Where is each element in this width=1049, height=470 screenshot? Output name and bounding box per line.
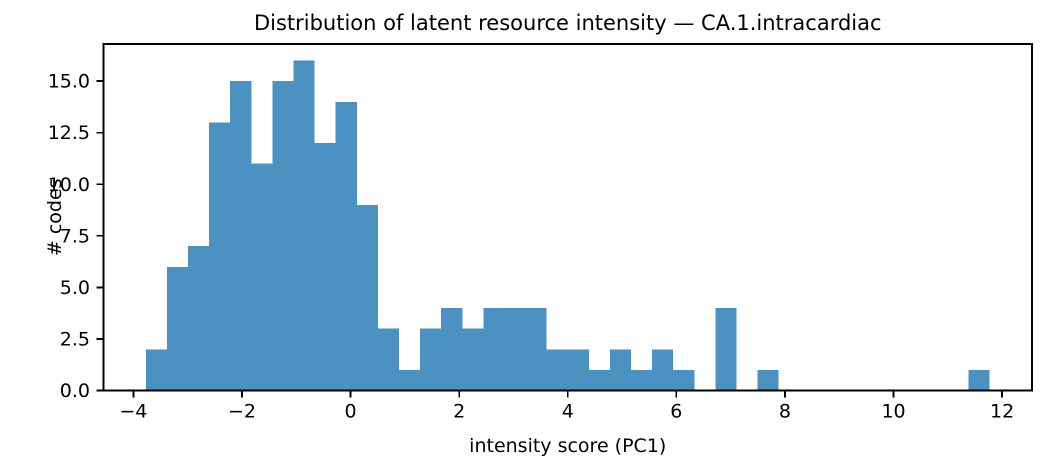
histogram-bar [314, 143, 336, 391]
y-tick-label: 7.5 [60, 225, 90, 247]
x-tick-label: 2 [453, 401, 465, 423]
histogram-bar [588, 369, 610, 391]
histogram-bar [715, 308, 737, 391]
histogram-bar [968, 369, 990, 391]
x-tick-label: 6 [670, 401, 682, 423]
y-tick-label: 12.5 [48, 122, 90, 144]
histogram-bar [188, 246, 210, 391]
x-tick-label: 12 [990, 401, 1014, 423]
histogram-bar [377, 328, 399, 391]
histogram-bar [230, 81, 252, 391]
y-tick-label: 5.0 [60, 277, 90, 299]
y-axis-label: # codes [44, 178, 66, 256]
x-tick-label: 4 [562, 401, 574, 423]
histogram-bar [398, 369, 421, 391]
histogram-bar [504, 308, 526, 391]
histogram-bar [293, 60, 315, 391]
y-axis-ticks: 0.0 2.5 5.0 7.5 10.0 12.5 15.0 [48, 71, 104, 402]
histogram-bar [462, 328, 484, 391]
histogram-bar [757, 369, 779, 391]
histogram-bar [567, 349, 589, 391]
y-tick-label: 2.5 [60, 328, 90, 350]
y-tick-label: 10.0 [48, 174, 90, 196]
x-axis-label: intensity score (PC1) [469, 435, 666, 457]
x-tick-label: 0 [345, 401, 357, 423]
histogram-bars [145, 60, 990, 391]
histogram-bar [209, 122, 231, 391]
x-tick-label: 8 [779, 401, 791, 423]
histogram-bar [483, 308, 505, 391]
histogram-bar [609, 349, 632, 391]
x-tick-label: −4 [119, 401, 147, 423]
histogram-bar [166, 266, 189, 391]
histogram-bar [673, 369, 695, 391]
histogram-bar [631, 369, 653, 391]
x-axis-ticks: −4 −2 0 2 4 6 8 10 12 [119, 390, 1014, 423]
y-tick-label: 0.0 [60, 380, 90, 402]
histogram-bar [441, 308, 463, 391]
histogram-bar [251, 163, 273, 391]
histogram-bar [420, 328, 442, 391]
x-tick-label: 10 [881, 401, 905, 423]
x-tick-label: −2 [228, 401, 256, 423]
histogram-bar [652, 349, 674, 391]
histogram-bar [525, 308, 547, 391]
histogram-bar [272, 81, 294, 391]
histogram-bar [356, 204, 378, 391]
chart-title: Distribution of latent resource intensit… [254, 11, 882, 35]
histogram-bar [546, 349, 568, 391]
histogram-bar [145, 349, 167, 391]
histogram-bar [335, 101, 357, 391]
y-tick-label: 15.0 [48, 71, 90, 93]
